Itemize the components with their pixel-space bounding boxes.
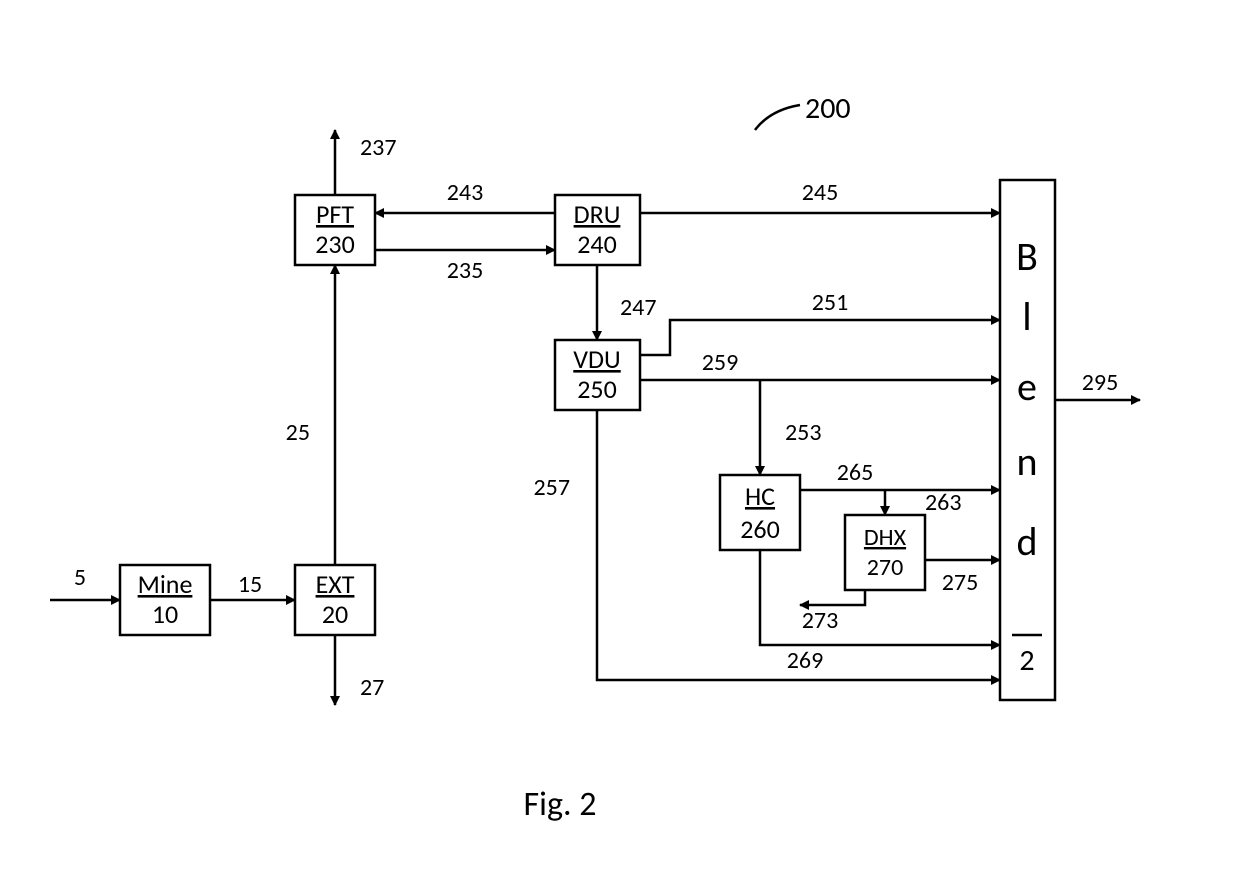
figure-ref-label: 200 [805, 90, 851, 127]
node-ext-num: 20 [322, 598, 348, 630]
edge-273-label: 273 [802, 606, 839, 635]
node-hc-num: 260 [740, 513, 780, 545]
edge-295-label: 295 [1082, 368, 1119, 397]
edge-275-label: 275 [942, 568, 979, 597]
edge-273 [800, 590, 865, 605]
node-ext-name: EXT [316, 568, 355, 600]
node-pft-name: PFT [316, 198, 354, 230]
node-vdu-num: 250 [577, 373, 617, 405]
process-flow-diagram: 200 Mine 10 EXT 20 PFT 230 DRU 240 VDU 2… [0, 0, 1240, 879]
edge-245-label: 245 [802, 178, 839, 207]
edge-251-label: 251 [812, 288, 849, 317]
edge-15-label: 15 [238, 570, 262, 599]
ref-leader [755, 105, 800, 130]
edge-251 [640, 320, 1000, 355]
node-dhx-name: DHX [864, 523, 907, 552]
edge-269-label: 269 [787, 646, 824, 675]
edge-253-label: 253 [785, 418, 822, 447]
node-blend-num: 2 [1019, 642, 1034, 679]
node-vdu-name: VDU [573, 343, 620, 375]
edge-237-label: 237 [360, 133, 397, 162]
node-blend-letter-d: d [1016, 517, 1037, 566]
node-mine-num: 10 [152, 598, 178, 630]
edge-5-label: 5 [74, 563, 86, 592]
edge-243-label: 243 [447, 178, 484, 207]
node-blend-letter-l: l [1022, 292, 1031, 341]
node-blend-letter-n: n [1016, 437, 1037, 486]
edge-265-label: 265 [837, 458, 874, 487]
edge-257-label: 257 [534, 473, 571, 502]
node-dhx-num: 270 [867, 553, 904, 582]
node-hc-name: HC [745, 480, 775, 512]
node-mine-name: Mine [138, 568, 193, 600]
node-blend-letter-e: e [1017, 362, 1037, 411]
edge-27-label: 27 [360, 673, 384, 702]
edge-257 [597, 410, 1000, 680]
edge-263-label: 263 [925, 488, 962, 517]
node-dru-num: 240 [577, 228, 617, 260]
edge-25-label: 25 [286, 418, 310, 447]
edge-259-label: 259 [702, 348, 739, 377]
edge-235-label: 235 [447, 256, 484, 285]
edge-247-label: 247 [620, 293, 657, 322]
node-dru-name: DRU [574, 198, 621, 230]
figure-caption: Fig. 2 [524, 784, 597, 825]
node-pft-num: 230 [315, 228, 355, 260]
node-blend-letter-b: B [1016, 232, 1038, 281]
